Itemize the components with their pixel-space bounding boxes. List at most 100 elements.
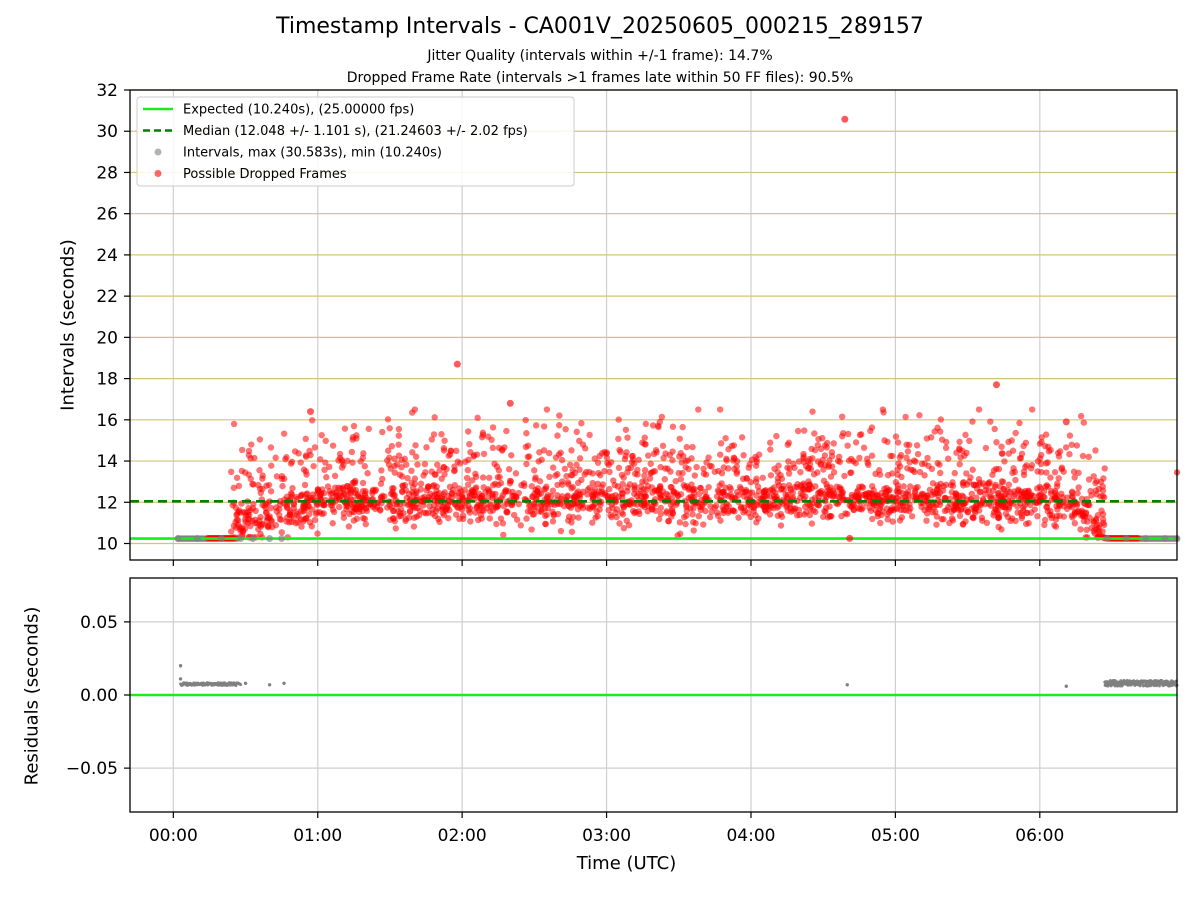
dropped-frame-point: [790, 505, 798, 512]
dropped-frame-point: [451, 467, 458, 474]
dropped-frame-point: [359, 479, 367, 487]
dropped-frame-point: [1069, 494, 1076, 501]
dropped-frame-point: [685, 465, 692, 473]
dropped-frame-point: [573, 461, 580, 469]
dropped-frame-point: [771, 465, 778, 472]
dropped-frame-point: [480, 450, 488, 458]
dropped-frame-point: [1077, 412, 1085, 420]
dropped-frame-point: [558, 495, 565, 503]
dropped-frame-point: [561, 465, 569, 473]
dropped-frame-point: [524, 442, 532, 449]
dropped-frame-point: [297, 459, 304, 466]
residuals-y-axis-label: Residuals (seconds): [21, 606, 43, 786]
interval-point: [278, 535, 286, 543]
dropped-frame-point: [461, 486, 468, 494]
dropped-frame-point: [949, 479, 956, 486]
dropped-frame-point: [603, 454, 611, 461]
dropped-frame-point: [302, 435, 309, 443]
dropped-frame-point: [586, 484, 593, 492]
dropped-frame-point: [287, 490, 295, 497]
dropped-frame-point: [956, 461, 963, 468]
dropped-frame-point: [733, 457, 741, 465]
dropped-frame-point: [395, 425, 403, 433]
dropped-frame-point: [353, 435, 360, 442]
dropped-frame-point: [884, 438, 891, 446]
dropped-frame-point: [703, 459, 710, 466]
dropped-frame-point: [797, 483, 805, 491]
dropped-frame-point: [272, 522, 280, 529]
dropped-frame-point: [441, 489, 448, 496]
dropped-frame-point: [1047, 474, 1054, 481]
dropped-frame-point: [766, 439, 774, 446]
dropped-frame-point: [299, 508, 306, 515]
dropped-frame-point: [811, 446, 819, 454]
residual-point: [178, 677, 183, 681]
dropped-frame-point: [679, 423, 686, 431]
dropped-frame-point: [256, 436, 264, 443]
dropped-frame-point: [399, 482, 406, 489]
dropped-frame-point: [847, 469, 855, 476]
dropped-frame-point: [641, 467, 649, 474]
dropped-frame-point: [690, 527, 697, 534]
dropped-frame-point: [921, 460, 928, 467]
dropped-frame-point: [856, 454, 863, 462]
dropped-frame-point: [894, 439, 902, 446]
dropped-frame-point: [257, 530, 264, 538]
dropped-frame-point: [771, 484, 778, 491]
dropped-frame-point: [898, 514, 906, 521]
dropped-frame-point: [249, 505, 257, 512]
dropped-frame-point: [828, 463, 836, 470]
dropped-frame-point: [1001, 458, 1008, 465]
dropped-frame-point: [272, 454, 279, 461]
dropped-frame-point: [752, 462, 760, 469]
dropped-frame-point: [785, 458, 792, 465]
dropped-frame-point: [601, 448, 608, 456]
residual-point: [178, 664, 183, 668]
dropped-frame-point: [996, 483, 1004, 490]
dropped-frame-point: [714, 512, 722, 519]
dropped-frame-point: [544, 491, 552, 499]
dropped-frame-point: [897, 502, 904, 509]
dropped-frame-point: [1074, 490, 1081, 497]
dropped-frame-point: [522, 416, 529, 424]
dropped-frame-point: [638, 502, 646, 509]
dropped-frame-point: [398, 473, 406, 480]
dropped-frame-point: [1066, 450, 1073, 458]
dropped-frame-point: [951, 506, 958, 513]
dropped-frame-point: [311, 444, 319, 451]
dropped-frame-point: [959, 447, 966, 455]
dropped-frame-point: [436, 467, 443, 474]
dropped-frame-point: [992, 381, 1000, 389]
x-axis-label: Time (UTC): [576, 853, 677, 874]
dropped-frame-point: [608, 513, 615, 521]
dropped-frame-point: [634, 471, 641, 478]
dropped-frame-point: [623, 517, 630, 524]
dropped-frame-point: [470, 453, 477, 460]
dropped-frame-point: [811, 430, 818, 437]
dropped-frame-point: [421, 460, 429, 468]
dropped-frame-point: [913, 442, 921, 449]
dropped-frame-point: [266, 514, 273, 522]
dropped-frame-point: [1012, 429, 1019, 437]
dropped-frame-point: [354, 491, 362, 498]
dropped-frame-point: [484, 494, 492, 502]
dropped-frame-point: [989, 471, 996, 479]
dropped-frame-point: [555, 451, 563, 458]
dropped-frame-point: [447, 447, 454, 455]
dropped-frame-point: [256, 467, 263, 474]
dropped-frame-point: [843, 510, 851, 518]
dropped-frame-point: [936, 428, 944, 435]
dropped-frame-point: [1075, 508, 1082, 515]
dropped-frame-point: [702, 507, 709, 515]
dropped-frame-point: [1101, 465, 1108, 472]
dropped-frame-point: [397, 510, 404, 517]
dropped-frame-point: [409, 409, 416, 416]
dropped-frame-point: [377, 480, 385, 487]
residual-point: [845, 683, 849, 687]
dropped-frame-point: [1038, 468, 1045, 476]
dropped-frame-point: [639, 478, 646, 485]
dropped-frame-point: [313, 501, 321, 509]
dropped-frame-point: [479, 474, 487, 481]
dropped-frame-point: [528, 483, 535, 490]
dropped-frame-point: [1077, 526, 1084, 533]
